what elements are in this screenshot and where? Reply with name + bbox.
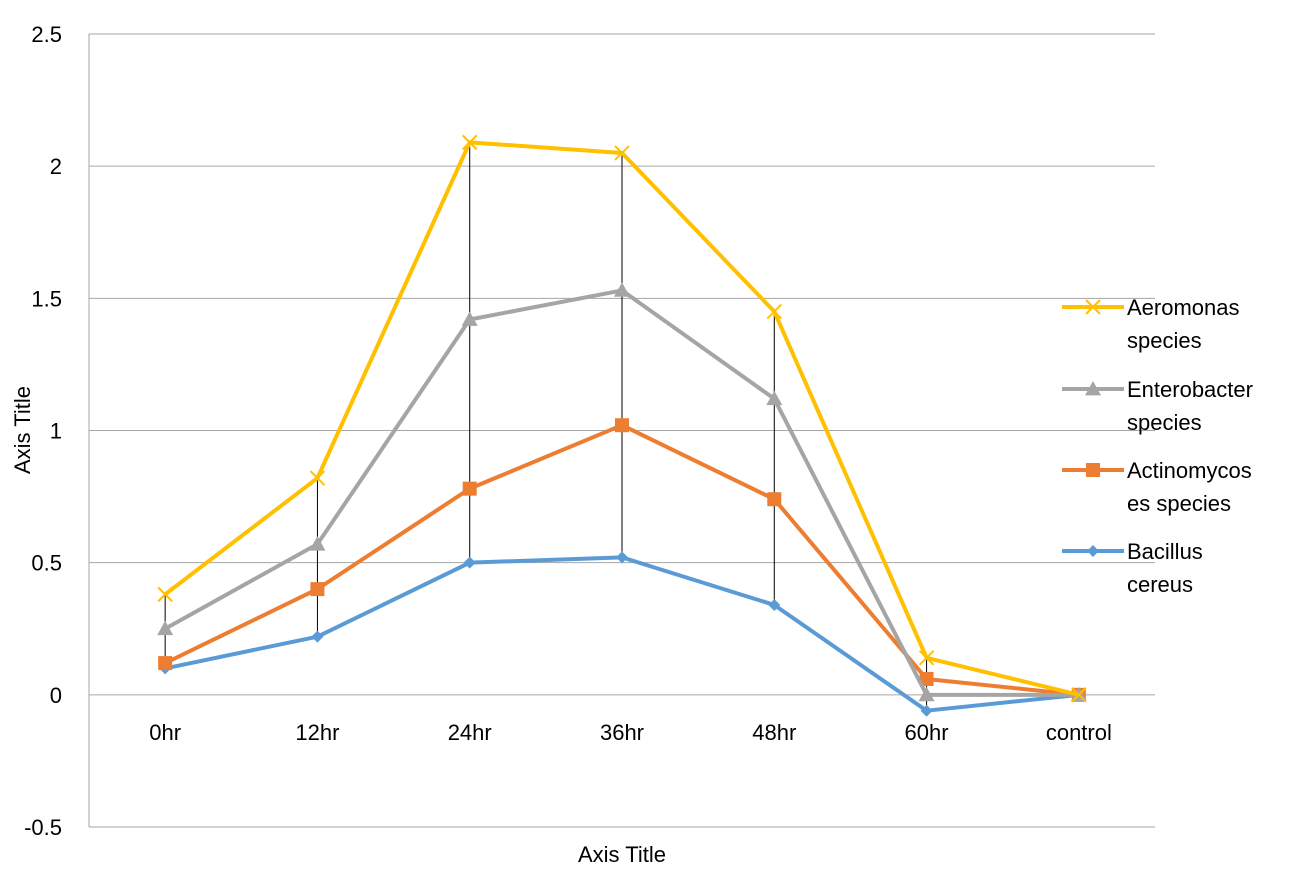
x-tick-label: control bbox=[1046, 720, 1112, 745]
data-point bbox=[461, 311, 478, 326]
data-point bbox=[157, 620, 174, 636]
y-tick-label: 2 bbox=[50, 154, 62, 179]
x-tick-labels: 0hr 12hr 24hr 36hr 48hr 60hr control bbox=[149, 720, 1112, 745]
y-tick-label: 1.5 bbox=[31, 286, 62, 311]
legend-label: Bacillus bbox=[1127, 539, 1203, 564]
legend-label: species bbox=[1127, 410, 1202, 435]
legend-label: es species bbox=[1127, 491, 1231, 516]
data-point bbox=[615, 418, 629, 433]
data-point bbox=[462, 134, 478, 151]
series-lines bbox=[157, 134, 1087, 717]
y-tick-labels: 2.5 2 1.5 1 0.5 0 -0.5 bbox=[24, 22, 62, 840]
legend-label: species bbox=[1127, 328, 1202, 353]
data-point bbox=[919, 671, 934, 686]
data-point bbox=[311, 630, 324, 643]
series-aeromonas-species bbox=[157, 134, 1087, 703]
legend-entry: Aeromonas species bbox=[1062, 295, 1240, 353]
legend-entry: Bacillus cereus bbox=[1062, 539, 1203, 597]
x-tick-label: 36hr bbox=[600, 720, 644, 745]
x-tick-label: 12hr bbox=[295, 720, 339, 745]
legend-swatch-marker bbox=[1085, 299, 1101, 315]
y-axis-title: Axis Title bbox=[10, 386, 35, 474]
series-bacillus-cereus bbox=[159, 551, 1085, 717]
x-axis-title: Axis Title bbox=[578, 842, 666, 867]
x-tick-label: 48hr bbox=[752, 720, 796, 745]
legend-swatch-marker bbox=[1086, 463, 1100, 477]
legend-label: cereus bbox=[1127, 572, 1193, 597]
x-tick-label: 60hr bbox=[905, 720, 949, 745]
y-tick-label: 2.5 bbox=[31, 22, 62, 47]
x-tick-label: 0hr bbox=[149, 720, 181, 745]
legend-entry: Enterobacter species bbox=[1062, 377, 1253, 435]
legend-entry: Actinomycos es species bbox=[1062, 458, 1252, 516]
data-point bbox=[918, 686, 935, 702]
data-point bbox=[614, 282, 630, 297]
data-point bbox=[462, 481, 477, 496]
x-tick-label: 24hr bbox=[448, 720, 492, 745]
data-point bbox=[767, 492, 782, 507]
data-point bbox=[309, 536, 326, 551]
y-tick-label: 0 bbox=[50, 683, 62, 708]
data-point bbox=[309, 470, 326, 486]
data-point bbox=[157, 586, 173, 603]
legend-swatch-marker bbox=[1085, 381, 1101, 396]
data-point bbox=[1071, 687, 1087, 703]
data-point bbox=[766, 390, 783, 406]
data-point bbox=[918, 650, 935, 666]
legend-label: Actinomycos bbox=[1127, 458, 1252, 483]
data-point bbox=[158, 656, 173, 671]
y-tick-label: 0.5 bbox=[31, 551, 62, 576]
legend-label: Enterobacter bbox=[1127, 377, 1253, 402]
high-low-lines bbox=[164, 142, 928, 711]
data-point bbox=[920, 704, 933, 717]
data-point bbox=[463, 556, 476, 569]
legend: Aeromonas species Enterobacter species Actin… bbox=[1062, 295, 1253, 597]
data-point bbox=[616, 551, 628, 564]
legend-swatch-marker bbox=[1087, 545, 1099, 557]
data-point bbox=[614, 145, 630, 161]
y-tick-label: 1 bbox=[50, 419, 62, 444]
y-tick-label: -0.5 bbox=[24, 815, 62, 840]
series-line bbox=[164, 555, 1080, 713]
legend-label: Aeromonas bbox=[1127, 295, 1240, 320]
data-point bbox=[768, 598, 781, 611]
data-point bbox=[766, 303, 782, 320]
data-point bbox=[310, 582, 325, 597]
